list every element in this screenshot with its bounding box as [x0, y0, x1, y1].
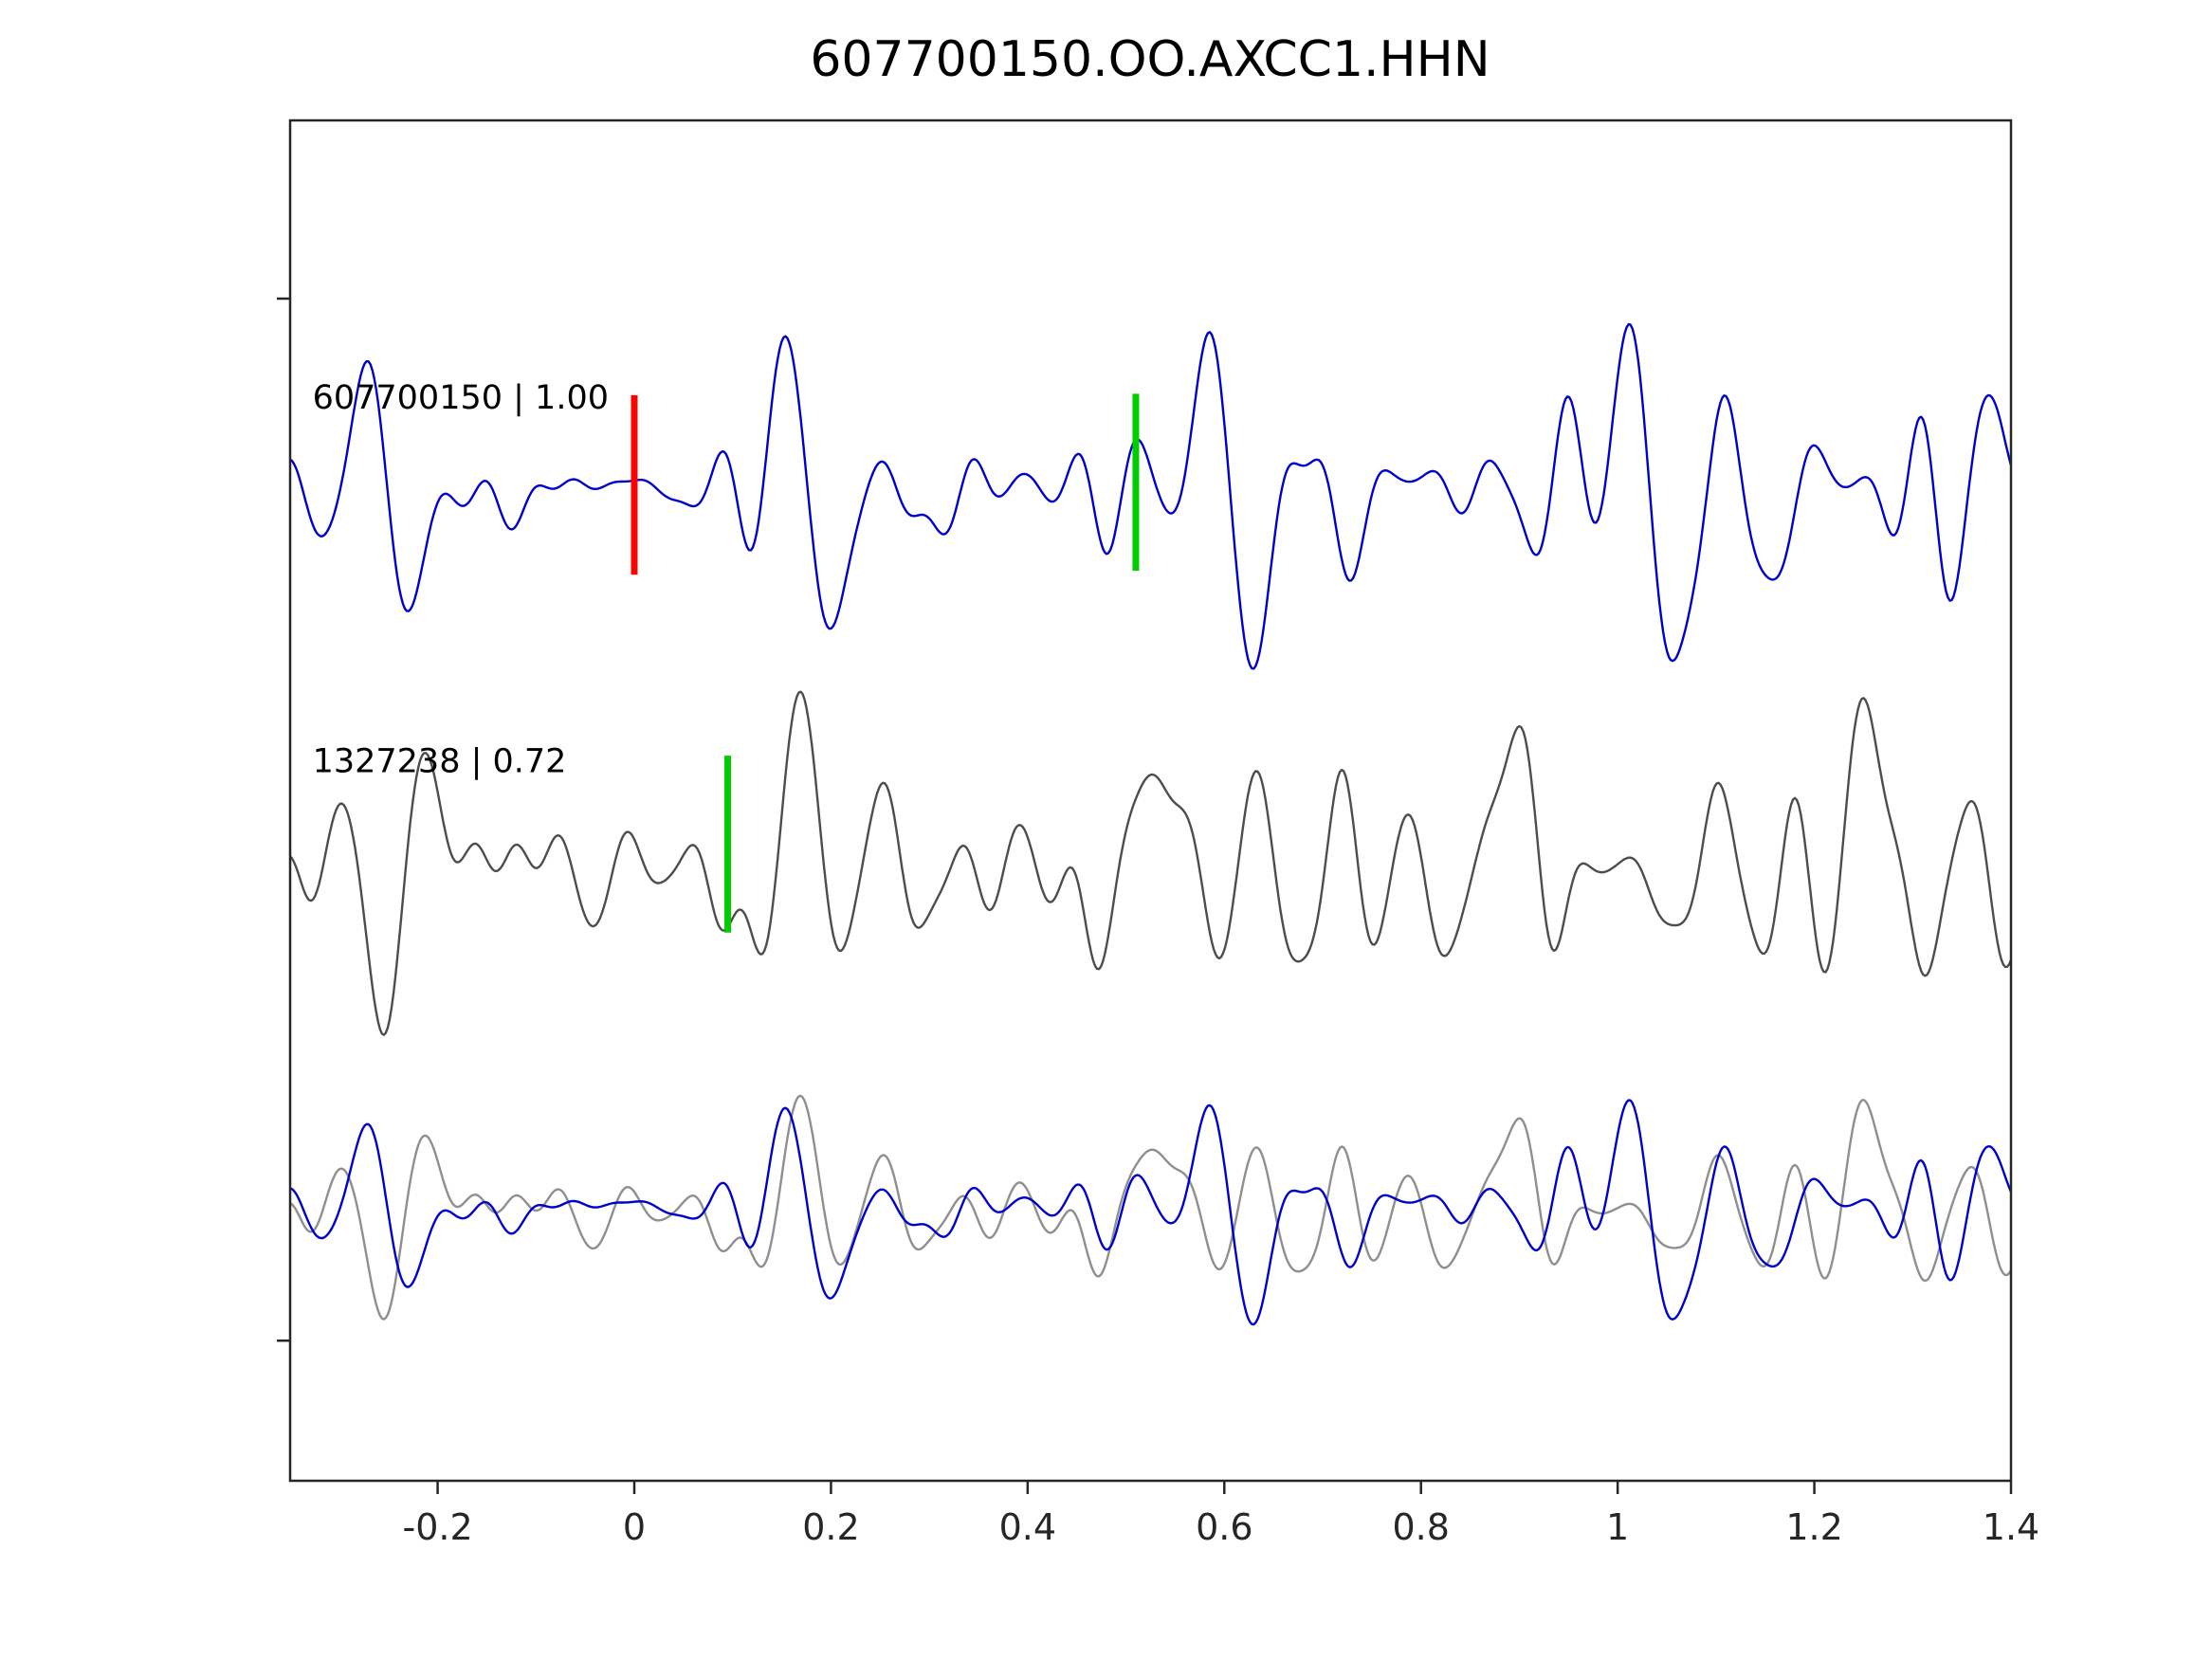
- x-tick-label-4: 0.6: [1196, 1506, 1252, 1548]
- trace-label-panel1: 1327238 | 0.72: [313, 742, 567, 780]
- trace-detected-panel2: [289, 1094, 2012, 1321]
- x-tick-label-8: 1.4: [1983, 1506, 2039, 1548]
- x-tick-label-6: 1: [1606, 1506, 1629, 1548]
- trace-detected-panel1: [289, 690, 2013, 1036]
- x-tick-label-7: 1.2: [1785, 1506, 1842, 1548]
- x-tick-label-1: 0: [623, 1506, 646, 1548]
- x-tick-label-3: 0.4: [999, 1506, 1056, 1548]
- chart-title: 607700150.OO.AXCC1.HHN: [810, 31, 1490, 88]
- trace-template-panel0: [289, 322, 2013, 670]
- trace-template-panel2: [289, 1099, 2013, 1326]
- x-tick-label-2: 0.2: [802, 1506, 859, 1548]
- axes-border: [288, 118, 2013, 1483]
- plot-area: 607700150 | 1.00 1327238 | 0.72 -0.2 0 0.2 0.…: [277, 118, 2039, 1548]
- x-tick-label-5: 0.8: [1392, 1506, 1449, 1548]
- trace-label-panel0: 607700150 | 1.00: [313, 379, 609, 417]
- x-tick-label-0: -0.2: [402, 1506, 472, 1548]
